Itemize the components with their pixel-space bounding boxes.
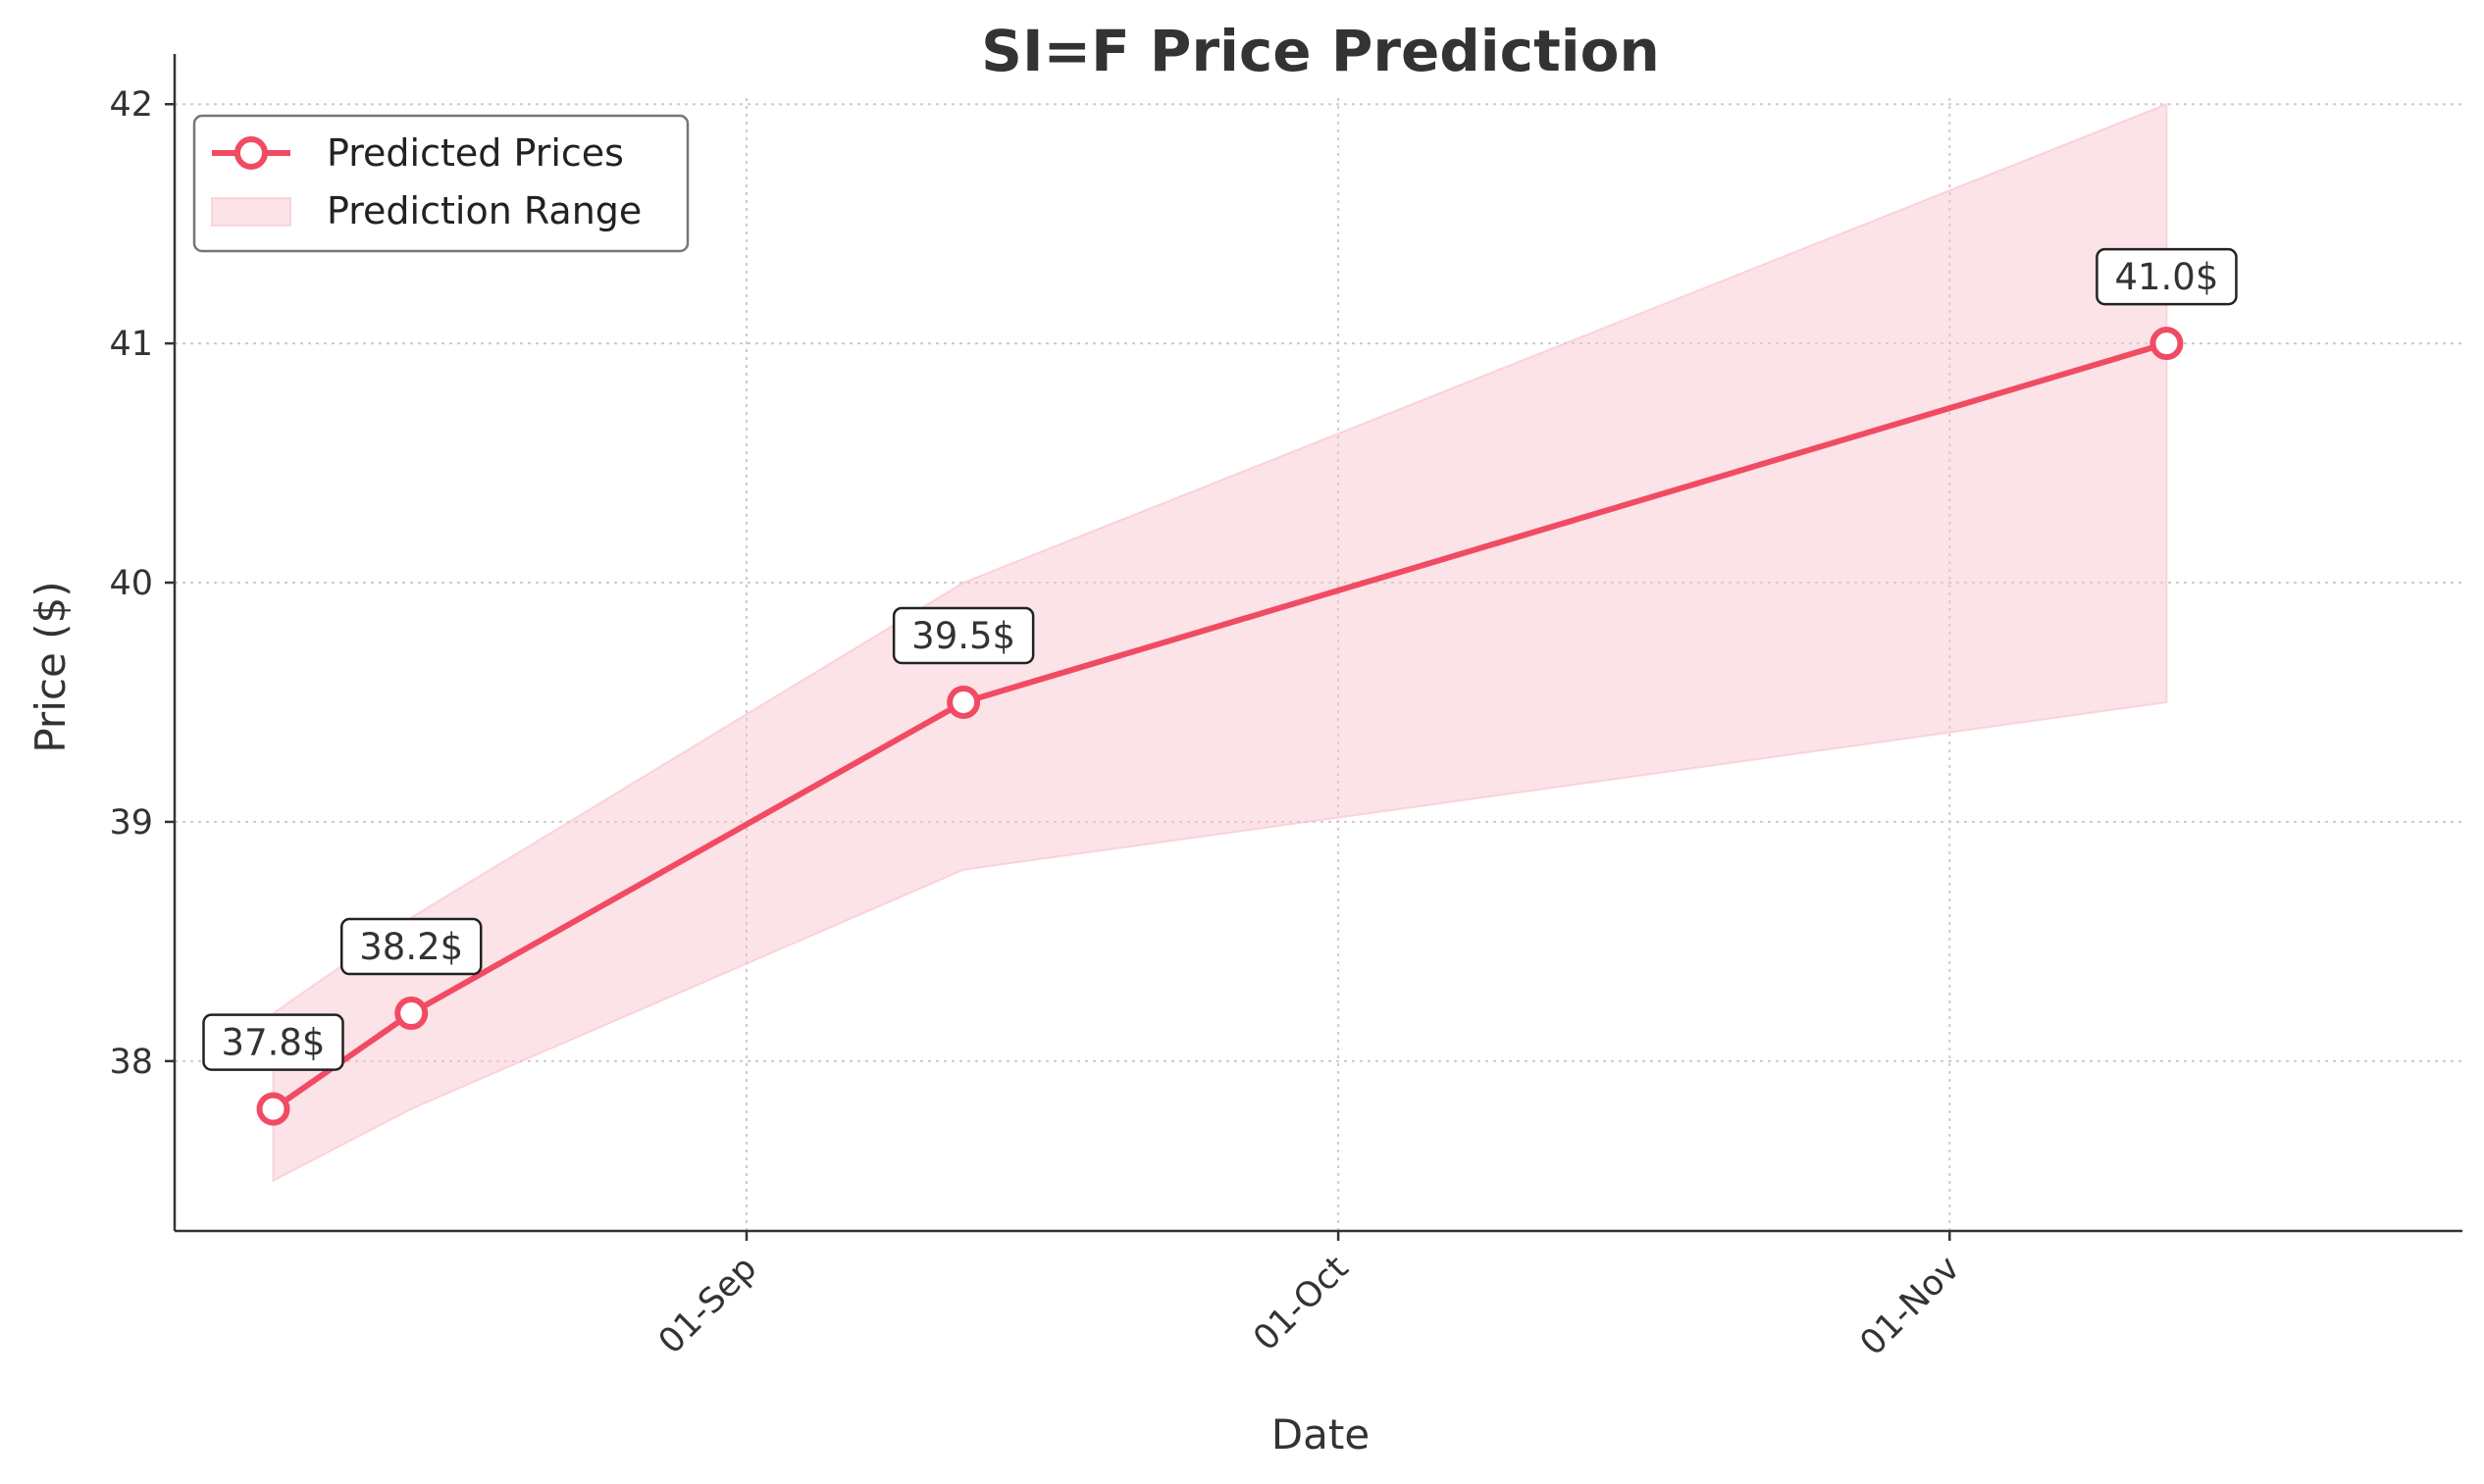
point-label-frame [892,606,1035,665]
y-tick-label: 42 [109,85,153,125]
point-labels: 37.8$ 38.2$ 39.5$ 41.0$ [202,247,2238,1071]
y-tick-label: 39 [109,803,153,843]
point-label-box: 37.8$ [202,1013,344,1071]
data-point [394,997,429,1031]
y-axis-label: Price ($) [26,581,75,752]
legend-marker-swatch [234,136,268,170]
x-tick-label: 01-Oct [1246,1249,1356,1358]
point-label-box: 39.5$ [892,606,1035,665]
point-label: 38.2$ [359,926,463,968]
point-label: 39.5$ [911,615,1015,657]
legend-frame [192,114,690,253]
legend-range-swatch [211,197,291,227]
point-label-box: 41.0$ [2096,247,2238,306]
x-tick-label: 01-Nov [1853,1249,1968,1363]
point-label-frame [339,917,483,976]
point-label: 41.0$ [2114,256,2218,298]
y-tick-label: 38 [109,1043,153,1082]
point-label-frame [202,1013,344,1071]
data-point [2149,327,2184,361]
legend: Predicted Prices Prediction Range [192,114,690,253]
point-label-frame [2096,247,2238,306]
point-label-box: 38.2$ [339,917,483,976]
prediction-range-band [272,102,2168,1183]
x-axis-label: Date [1271,1410,1370,1458]
chart-title: SI=F Price Prediction [981,18,1660,84]
y-tick-label: 40 [109,564,153,603]
legend-label-predicted: Predicted Prices [327,131,624,175]
point-label: 37.8$ [222,1022,326,1064]
legend-label-range: Prediction Range [327,189,642,232]
prediction-range-area [272,102,2168,1183]
data-point [947,685,981,719]
x-tick-label: 01-Sep [651,1249,764,1361]
y-tick-label: 41 [109,325,153,364]
grid [175,98,2462,1231]
data-point [256,1092,290,1126]
